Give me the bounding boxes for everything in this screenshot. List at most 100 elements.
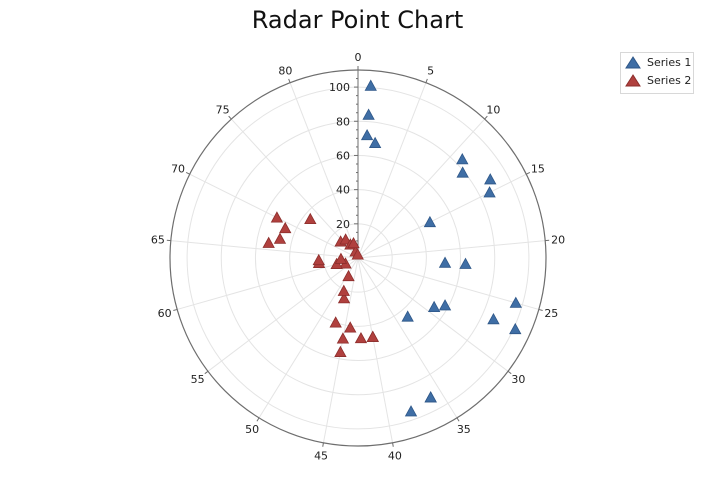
data-point-series-2: [334, 252, 348, 264]
legend-marker-series-1: [625, 55, 641, 68]
angle-tick: [322, 442, 324, 447]
data-point-series-1: [401, 310, 414, 322]
data-point-series-2: [279, 221, 292, 234]
angle-tick-label: 65: [151, 233, 165, 246]
data-point-series-1: [438, 256, 452, 268]
grid-spoke: [357, 240, 546, 259]
angle-tick-label: 45: [314, 450, 328, 463]
radial-tick-label: 60: [336, 149, 350, 162]
data-point-series-1: [404, 405, 418, 417]
data-point-series-2: [351, 248, 364, 260]
grid-spoke: [258, 257, 359, 419]
radial-tick-label: 20: [336, 218, 350, 231]
data-point-series-1: [438, 299, 452, 311]
angle-tick-label: 0: [355, 51, 362, 64]
grid-spoke: [207, 257, 359, 372]
data-point-series-2: [354, 331, 368, 344]
data-point-series-2: [262, 236, 275, 248]
data-point-series-1: [368, 136, 382, 148]
legend-label-series-1: Series 1: [647, 55, 692, 69]
chart-title: Radar Point Chart: [251, 6, 464, 34]
data-point-series-2: [334, 345, 347, 357]
legend-item-series-1: Series 1: [621, 53, 693, 71]
data-point-series-1: [509, 322, 522, 335]
data-point-series-2: [337, 292, 351, 304]
angle-tick: [185, 171, 190, 175]
angle-tick: [526, 171, 531, 175]
angle-tick: [173, 308, 178, 312]
angle-tick: [288, 78, 291, 83]
grid-spoke: [170, 240, 359, 259]
angle-tick-label: 25: [544, 307, 558, 320]
grid-spoke: [357, 118, 486, 259]
grid-spoke: [357, 257, 458, 419]
data-point-series-2: [270, 211, 284, 223]
angle-tick: [256, 417, 260, 422]
data-point-series-2: [342, 269, 355, 282]
axis-layer: 0 5 10 15 20 25 30 35 40 45 50 55 60 65 70 75 80 20 40 60 80…: [151, 51, 565, 463]
points-layer: [262, 79, 522, 417]
data-point-series-1: [364, 79, 377, 91]
data-point-series-1: [427, 300, 441, 313]
data-point-series-2: [366, 330, 379, 342]
data-point-series-1: [423, 215, 437, 228]
data-point-series-1: [456, 166, 469, 178]
data-point-series-1: [484, 173, 497, 185]
data-point-series-2: [339, 233, 352, 245]
radial-tick-label: 40: [336, 184, 350, 197]
legend-marker-series-2: [625, 73, 641, 86]
data-point-series-1: [362, 108, 375, 120]
data-point-series-2: [336, 332, 350, 344]
legend-label-series-2: Series 2: [647, 73, 692, 87]
data-point-series-1: [509, 296, 522, 308]
data-point-series-2: [337, 284, 350, 296]
grid-spoke: [230, 118, 359, 259]
angle-tick-label: 15: [531, 162, 545, 175]
grid-spoke: [357, 82, 427, 259]
data-point-series-2: [329, 316, 342, 328]
data-point-series-1: [483, 186, 496, 198]
angle-tick: [456, 417, 460, 422]
angle-tick: [425, 78, 428, 83]
angle-tick-label: 35: [457, 423, 471, 436]
grid-spoke: [289, 82, 359, 259]
angle-tick: [484, 115, 488, 120]
angle-tick: [507, 370, 512, 375]
angle-tick-label: 80: [278, 65, 292, 78]
radial-tick-label: 100: [329, 81, 350, 94]
grid-spoke: [357, 257, 539, 310]
data-point-series-2: [347, 236, 360, 249]
angle-tick-label: 75: [216, 103, 230, 116]
angle-tick-label: 55: [191, 373, 205, 386]
legend-item-series-2: Series 2: [621, 71, 693, 89]
angle-tick-label: 10: [486, 103, 500, 116]
angle-tick-label: 20: [551, 233, 565, 246]
angle-tick: [392, 442, 394, 447]
angle-tick-label: 5: [427, 65, 434, 78]
angle-tick-label: 60: [158, 307, 172, 320]
angle-tick: [228, 115, 232, 120]
angle-tick-label: 30: [511, 373, 525, 386]
grid-spoke: [357, 257, 394, 443]
grid-spoke: [177, 257, 359, 310]
angle-tick: [204, 370, 209, 375]
data-point-series-2: [344, 321, 357, 333]
data-point-series-1: [487, 312, 500, 325]
angle-tick-label: 70: [171, 162, 185, 175]
grid-spoke: [189, 173, 359, 259]
angle-tick-label: 40: [388, 450, 402, 463]
data-point-series-2: [273, 232, 287, 244]
grid-spoke: [357, 173, 527, 259]
data-point-series-1: [459, 257, 472, 269]
data-point-series-1: [456, 153, 469, 165]
angle-tick: [538, 308, 543, 312]
radial-tick-label: 80: [336, 115, 350, 128]
grid-spoke: [357, 257, 509, 372]
angle-tick-label: 50: [245, 423, 259, 436]
data-point-series-2: [304, 212, 317, 225]
data-point-series-1: [424, 391, 437, 403]
data-point-series-1: [360, 128, 374, 141]
data-point-series-2: [312, 253, 325, 266]
legend: Series 1 Series 2: [620, 52, 694, 94]
